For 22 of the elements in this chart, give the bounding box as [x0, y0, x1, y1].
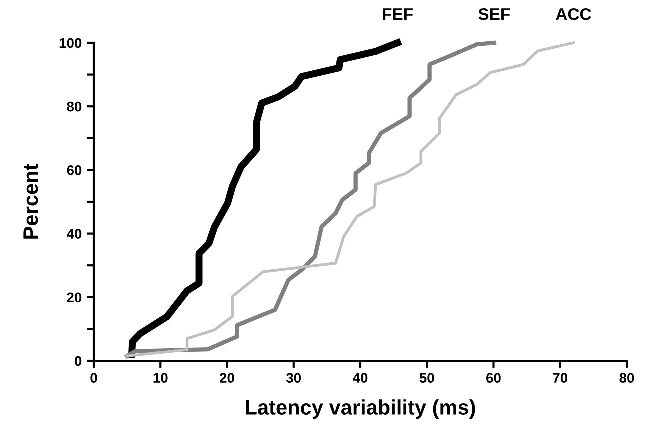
series-label: SEF [478, 8, 510, 20]
x-tick-label: 0 [90, 373, 98, 384]
x-tick-label: 10 [154, 373, 168, 384]
series-label: FEF [383, 8, 413, 20]
x-tick-label: 40 [352, 373, 368, 384]
y-tick-label: 80 [67, 102, 82, 112]
x-tick-label: 50 [420, 373, 434, 384]
y-tick-label: 100 [60, 38, 82, 48]
y-tick-label: 20 [67, 292, 82, 303]
y-tick-label: 40 [66, 229, 82, 239]
x-tick-label: 30 [286, 373, 302, 384]
line-series [126, 42, 576, 358]
y-axis-title: Percent [24, 164, 38, 239]
x-tick-label: 70 [553, 373, 568, 384]
x-tick-label: 20 [220, 373, 234, 384]
line-series [125, 40, 496, 358]
y-tick-label: 0 [75, 356, 82, 366]
series-label: ACC [556, 8, 592, 20]
y-tick-label: 60 [67, 166, 82, 176]
x-tick-label: 60 [486, 373, 501, 384]
x-tick-label: 80 [620, 373, 634, 384]
x-axis-title: Latency variability (ms) [246, 400, 476, 420]
